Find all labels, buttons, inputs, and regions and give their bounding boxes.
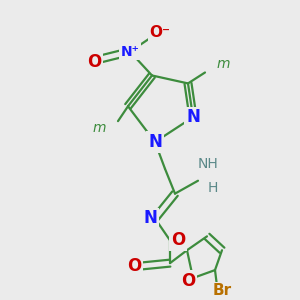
Text: O⁻: O⁻ <box>149 25 170 40</box>
Text: m: m <box>217 56 230 70</box>
Text: O: O <box>87 52 101 70</box>
Text: m: m <box>92 121 106 135</box>
Text: N: N <box>186 108 200 126</box>
Text: N: N <box>148 133 162 151</box>
Text: O: O <box>181 272 195 290</box>
Text: H: H <box>208 181 218 195</box>
Text: NH: NH <box>198 157 218 171</box>
Text: Br: Br <box>212 284 232 298</box>
Text: N⁺: N⁺ <box>121 45 140 58</box>
Text: O: O <box>171 231 185 249</box>
Text: N: N <box>143 209 157 227</box>
Text: O: O <box>127 257 141 275</box>
